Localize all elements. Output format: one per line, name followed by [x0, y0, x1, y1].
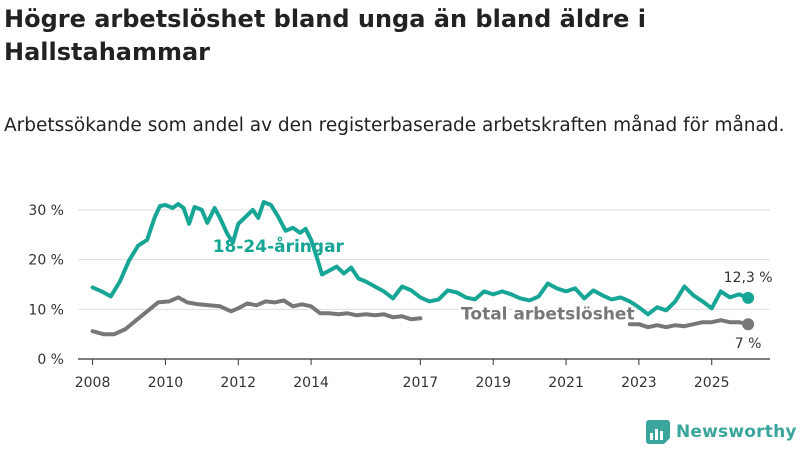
brand-logo: Newsworthy — [646, 420, 797, 444]
chart-subtitle: Arbetssökande som andel av den registerb… — [4, 115, 785, 136]
line-chart: 0 % 10 % 20 % 30 % 2008 2010 2012 2014 2017 2019 2… — [28, 200, 773, 391]
total-end-label: 7 % — [735, 336, 762, 352]
youth-end-label: 12,3 % — [724, 270, 773, 286]
y-tick-label: 10 % — [28, 302, 64, 318]
youth-series-line — [90, 200, 751, 317]
total-series-label: Total arbetslöshet — [461, 304, 635, 324]
x-tick-label: 2017 — [403, 375, 439, 391]
x-tick-label: 2023 — [621, 375, 657, 391]
y-tick-label: 0 % — [37, 352, 64, 368]
x-tick-label: 2014 — [293, 375, 329, 391]
total-end-marker — [742, 318, 755, 331]
x-tick-label: 2010 — [148, 375, 184, 391]
newsworthy-logo-icon — [646, 420, 670, 444]
x-tick-label: 2019 — [475, 375, 511, 391]
chart-title: Högre arbetslöshet bland unga än bland ä… — [4, 5, 646, 66]
x-tick-label: 2008 — [75, 375, 111, 391]
y-tick-label: 20 % — [28, 253, 64, 269]
youth-series-label: 18-24-åringar — [213, 235, 345, 257]
x-tick-label: 2012 — [220, 375, 256, 391]
total-series-line — [90, 295, 751, 337]
youth-end-marker — [742, 291, 755, 304]
x-tick-label: 2025 — [694, 375, 730, 391]
x-tick-label: 2021 — [548, 375, 584, 391]
brand-name: Newsworthy — [676, 422, 797, 442]
y-tick-label: 30 % — [28, 203, 64, 219]
